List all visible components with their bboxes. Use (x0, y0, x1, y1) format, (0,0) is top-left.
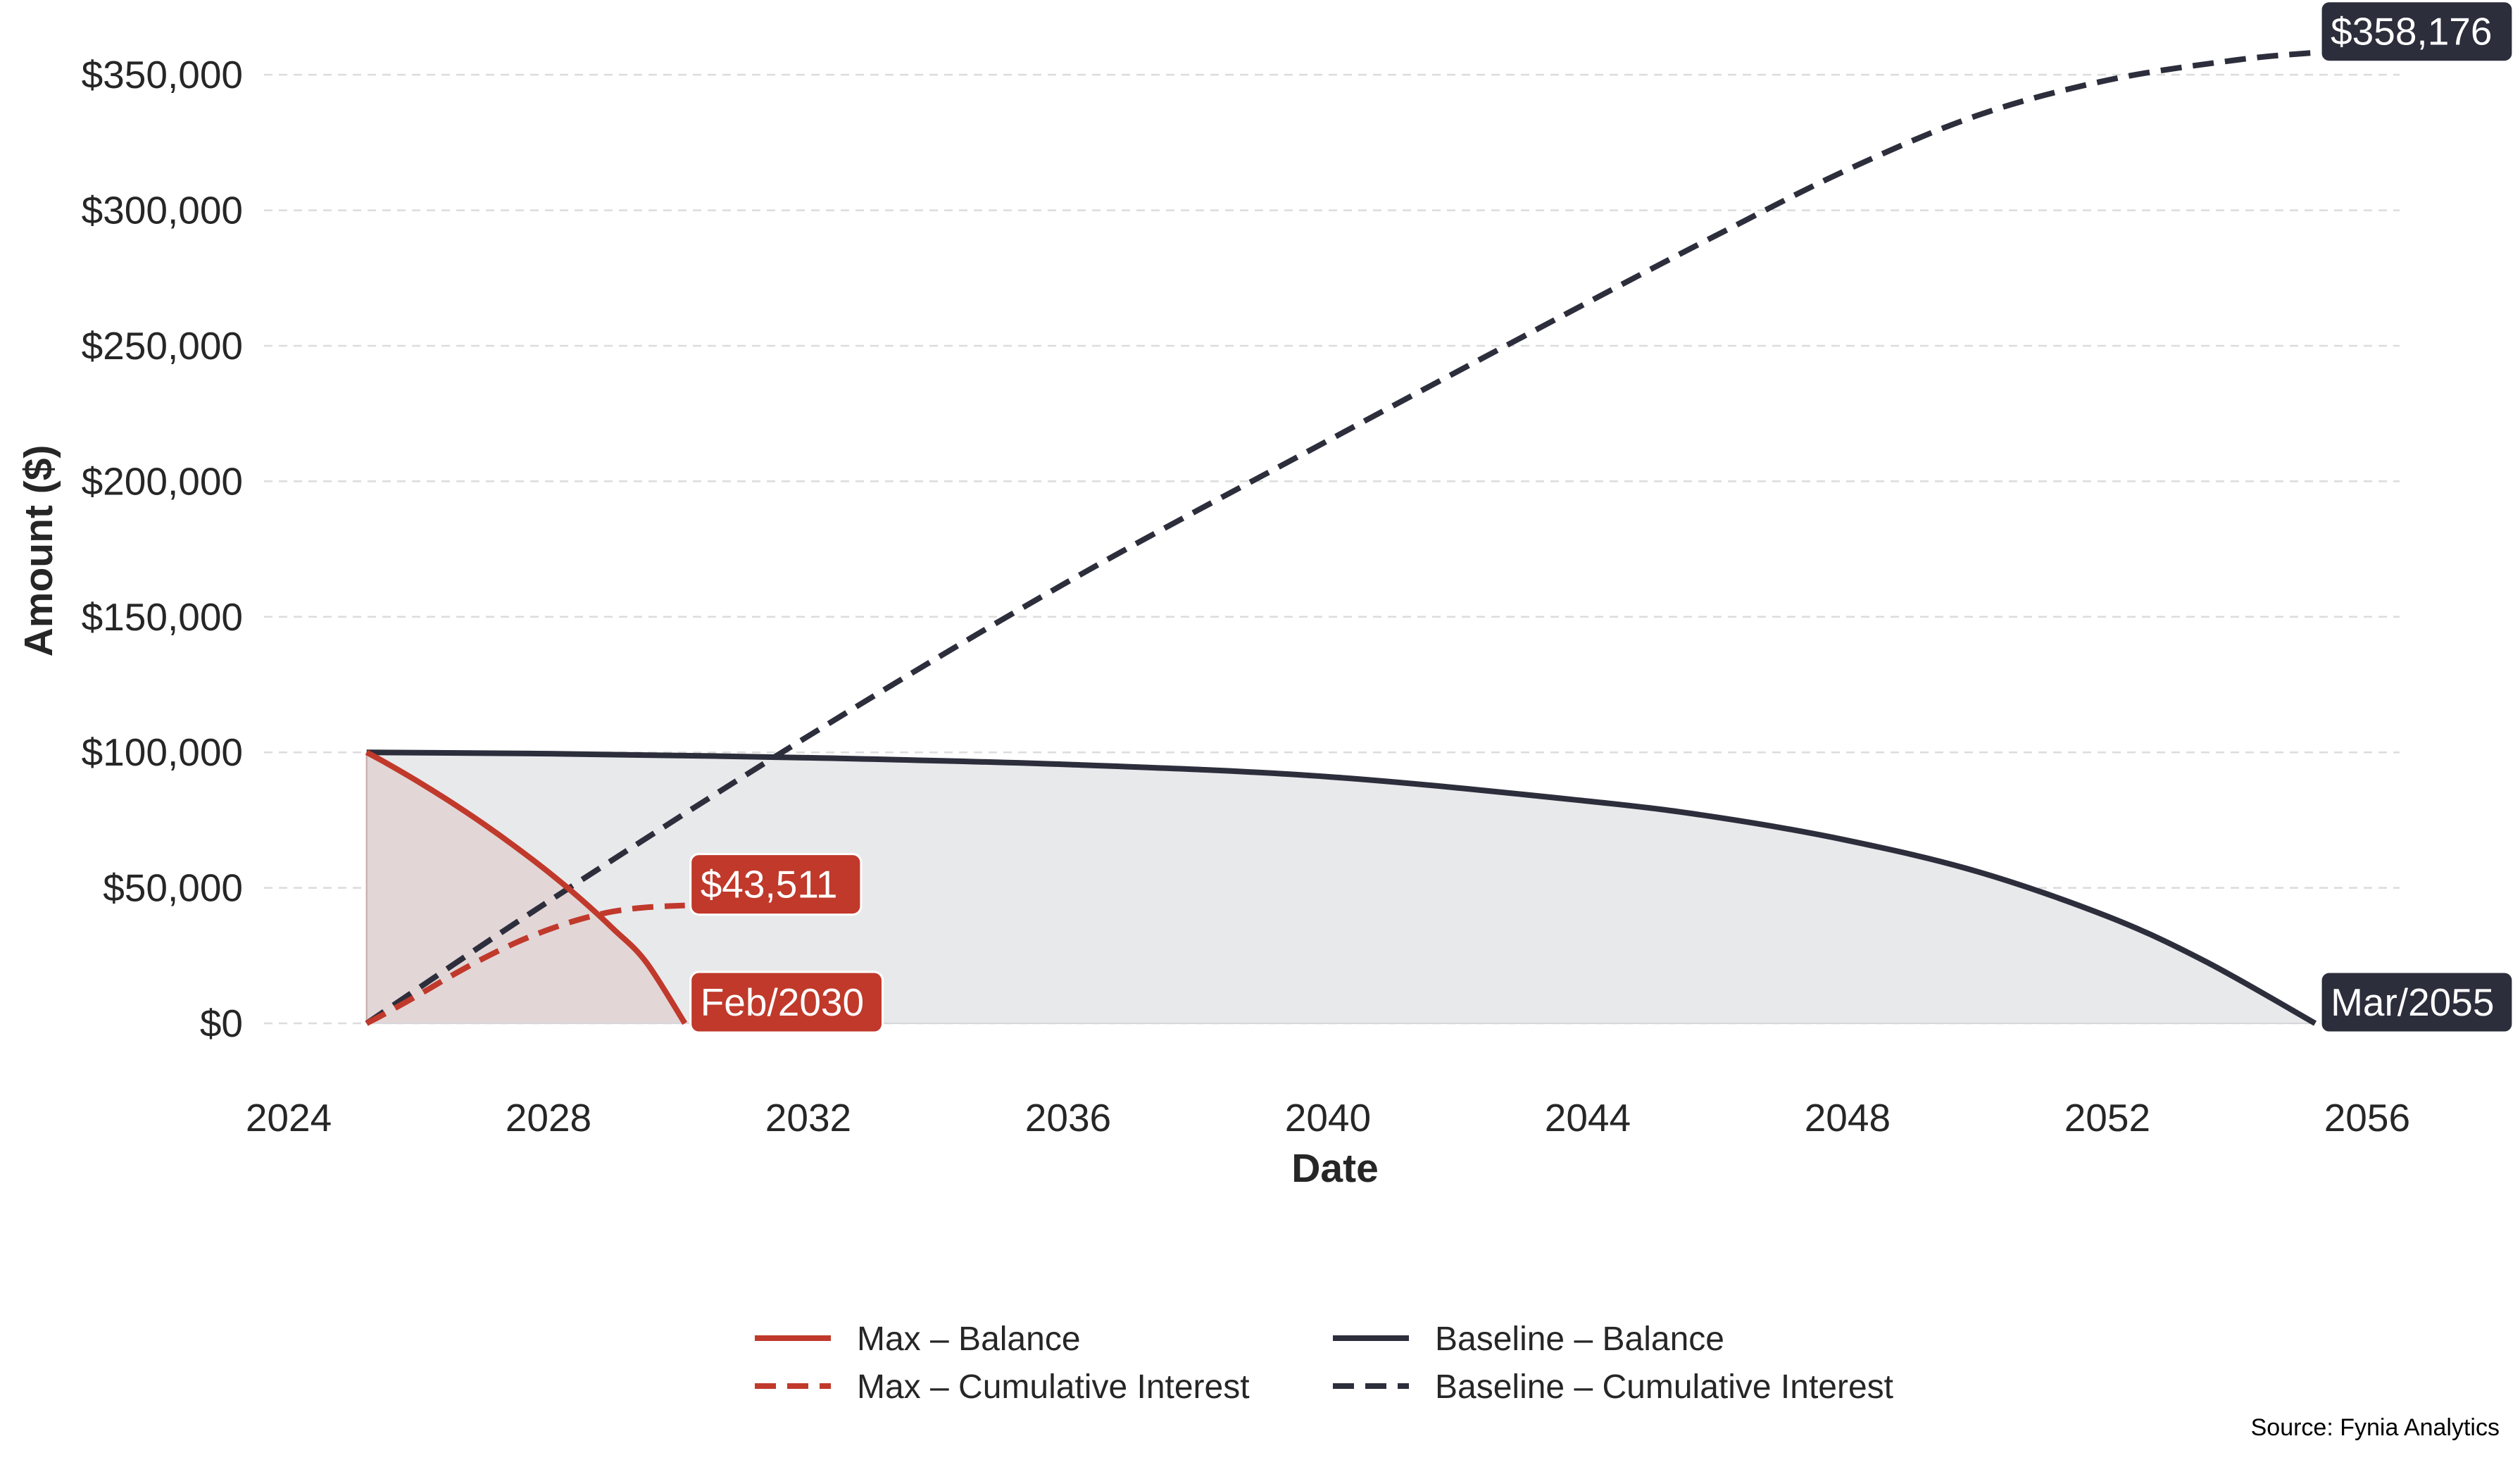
area-fills (365, 752, 2316, 1025)
y-tick-label: $250,000 (82, 324, 243, 368)
x-tick-label: 2028 (506, 1096, 591, 1140)
annotation-mar-2055: Mar/2055 (2319, 971, 2514, 1034)
annotation-label: Mar/2055 (2331, 980, 2494, 1024)
annotation-box (2319, 0, 2514, 63)
y-tick-label: $350,000 (82, 53, 243, 96)
y-axis-ticks: $0 $50,000 $100,000 $150,000 $200,000 $250,00… (82, 53, 243, 1045)
legend-label: Baseline – Balance (1435, 1321, 1724, 1358)
series-line-baseline-cumulative-interest (365, 49, 2316, 1026)
x-tick-label: 2036 (1025, 1096, 1111, 1140)
legend-item-baseline-balance: Baseline – Balance (1333, 1321, 1724, 1358)
series-line-max-cumulative-interest (365, 902, 685, 1026)
series-line-max-balance (365, 749, 688, 1025)
x-tick-label: 2052 (2064, 1096, 2150, 1140)
legend-item-max-balance: Max – Balance (755, 1321, 1081, 1358)
annotations: $43,511 Feb/2030 $358,176 Mar/2055 (689, 0, 2514, 1034)
annotation-label: Feb/2030 (701, 980, 864, 1024)
area-fill-max-balance (366, 752, 685, 1024)
annotation-box (689, 971, 884, 1034)
legend-item-baseline-cumulative-interest: Baseline – Cumulative Interest (1333, 1368, 1893, 1406)
y-tick-label: $100,000 (82, 730, 243, 774)
y-tick-label: $150,000 (82, 595, 243, 639)
annotation-label: $43,511 (701, 863, 838, 906)
y-tick-label: $50,000 (103, 866, 243, 910)
x-tick-label: 2032 (765, 1096, 851, 1140)
legend-label: Baseline – Cumulative Interest (1435, 1368, 1893, 1406)
legend-item-max-cumulative-interest: Max – Cumulative Interest (755, 1368, 1250, 1406)
series-line-baseline-balance (366, 749, 2317, 1026)
y-axis-title: Amount ($) (16, 445, 61, 657)
area-fill-baseline-balance (366, 752, 2316, 1024)
x-tick-label: 2048 (1805, 1096, 1891, 1140)
x-axis-title: Date (1291, 1146, 1379, 1191)
x-tick-label: 2056 (2324, 1096, 2410, 1140)
y-tick-label: $300,000 (82, 189, 243, 232)
x-tick-label: 2040 (1285, 1096, 1371, 1140)
x-tick-label: 2044 (1545, 1096, 1631, 1140)
x-tick-label: 2024 (246, 1096, 332, 1140)
annotation-43-511: $43,511 (689, 853, 863, 916)
annotation-box (689, 853, 863, 916)
series-lines (365, 49, 2317, 1026)
x-axis-ticks: 2024 2028 2032 2036 2040 2044 2048 2052 2056 (246, 1096, 2410, 1140)
source-note: Source: Fynia Analytics (2251, 1414, 2500, 1441)
annotation-358-176: $358,176 (2319, 0, 2514, 63)
legend: Max – Balance Max – Cumulative Interest Ba… (755, 1321, 1893, 1406)
y-tick-label: $200,000 (82, 459, 243, 503)
annotation-label: $358,176 (2331, 10, 2492, 54)
y-tick-label: $0 (200, 1002, 243, 1045)
legend-label: Max – Balance (857, 1321, 1081, 1358)
annotation-box (2319, 971, 2514, 1034)
legend-label: Max – Cumulative Interest (857, 1368, 1250, 1406)
annotation-feb-2030: Feb/2030 (689, 971, 884, 1034)
